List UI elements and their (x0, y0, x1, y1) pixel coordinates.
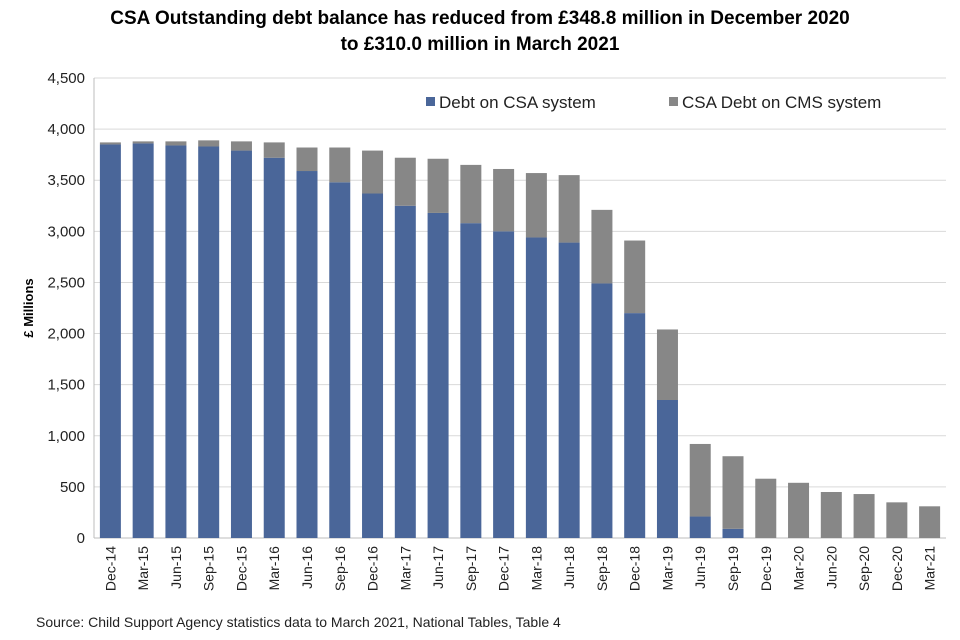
bar-csa-system (99, 144, 121, 538)
x-tick-label: Dec-19 (758, 546, 774, 591)
x-tick-label: Jun-16 (299, 546, 315, 589)
y-axis-title: £ Millions (21, 278, 36, 337)
bar-csa-system (493, 231, 515, 539)
x-tick-label: Mar-17 (397, 546, 413, 591)
x-tick-label: Mar-21 (922, 546, 938, 591)
y-tick-label: 4,000 (47, 121, 85, 138)
bar-cms-system (493, 168, 515, 232)
bar-cms-system (427, 158, 449, 213)
bar-cms-system (198, 140, 220, 147)
x-tick-label: Mar-15 (135, 546, 151, 591)
bar-cms-system (755, 478, 777, 538)
bar-csa-system (132, 143, 154, 538)
bar-cms-system (591, 209, 613, 284)
y-tick-label: 2,000 (47, 326, 85, 343)
bar-cms-system (886, 502, 908, 538)
x-tick-label: Dec-16 (365, 546, 381, 591)
x-tick-label: Sep-16 (332, 546, 348, 591)
x-tick-label: Dec-18 (627, 546, 643, 591)
bar-cms-system (99, 142, 121, 145)
bar-csa-system (591, 283, 613, 538)
bar-csa-system (263, 157, 285, 538)
bar-csa-system (525, 237, 547, 538)
bar-csa-system (165, 145, 187, 538)
x-tick-label: Sep-20 (856, 546, 872, 591)
x-tick-label: Dec-15 (233, 546, 249, 591)
y-tick-label: 4,500 (47, 70, 85, 87)
bar-cms-system (460, 164, 482, 224)
legend-label-cms-system: CSA Debt on CMS system (682, 93, 881, 112)
x-tick-label: Dec-14 (102, 546, 118, 591)
x-tick-label: Mar-16 (266, 546, 282, 591)
bar-csa-system (198, 146, 220, 538)
bar-cms-system (722, 456, 744, 529)
source-note: Source: Child Support Agency statistics … (36, 614, 561, 630)
bar-csa-system (460, 223, 482, 538)
y-tick-label: 1,500 (47, 377, 85, 394)
bar-csa-system (722, 528, 744, 538)
bar-cms-system (525, 173, 547, 238)
bar-cms-system (788, 482, 810, 538)
bar-cms-system (656, 329, 678, 400)
x-tick-label: Jun-19 (692, 546, 708, 589)
y-tick-label: 500 (60, 479, 85, 496)
y-tick-label: 3,500 (47, 172, 85, 189)
bar-cms-system (362, 150, 384, 194)
y-tick-label: 2,500 (47, 274, 85, 291)
y-tick-label: 3,000 (47, 223, 85, 240)
x-tick-label: Jun-15 (168, 546, 184, 589)
bar-cms-system (624, 240, 646, 314)
bar-cms-system (263, 142, 285, 158)
bar-cms-system (230, 141, 252, 151)
y-tick-label: 1,000 (47, 428, 85, 445)
x-tick-label: Mar-20 (791, 546, 807, 591)
x-tick-label: Jun-17 (430, 546, 446, 589)
bar-csa-system (689, 516, 711, 538)
bar-csa-system (656, 400, 678, 538)
x-tick-label: Mar-19 (659, 546, 675, 591)
bar-csa-system (558, 242, 580, 539)
bar-cms-system (820, 492, 842, 538)
bar-cms-system (394, 157, 416, 206)
x-tick-label: Dec-20 (889, 546, 905, 591)
bar-cms-system (558, 175, 580, 243)
bar-cms-system (919, 506, 941, 538)
chart-title-line-2: to £310.0 million in March 2021 (340, 34, 620, 55)
chart-title-line-1: CSA Outstanding debt balance has reduced… (110, 8, 850, 29)
bar-csa-system (624, 313, 646, 538)
bar-csa-system (427, 212, 449, 538)
x-tick-label: Sep-17 (463, 546, 479, 591)
bar-cms-system (296, 147, 318, 172)
y-tick-label: 0 (77, 530, 85, 547)
bar-csa-system (296, 171, 318, 538)
bar-cms-system (165, 141, 187, 146)
legend-swatch-cms-system (669, 97, 678, 106)
x-tick-label: Jun-18 (561, 546, 577, 589)
x-tick-label: Jun-20 (823, 546, 839, 589)
bar-cms-system (853, 494, 875, 538)
bar-cms-system (689, 443, 711, 517)
legend-swatch-csa-system (426, 97, 435, 106)
chart-title: CSA Outstanding debt balance has reduced… (0, 6, 960, 58)
x-tick-label: Mar-18 (528, 546, 544, 591)
x-tick-label: Sep-15 (201, 546, 217, 591)
bar-csa-system (362, 193, 384, 538)
legend-label-csa-system: Debt on CSA system (439, 93, 596, 112)
x-tick-label: Dec-17 (496, 546, 512, 591)
bar-cms-system (329, 147, 351, 183)
bar-csa-system (394, 205, 416, 538)
bar-csa-system (329, 182, 351, 538)
bar-cms-system (132, 141, 154, 144)
x-tick-label: Sep-19 (725, 546, 741, 591)
bar-csa-system (230, 150, 252, 539)
x-tick-label: Sep-18 (594, 546, 610, 591)
